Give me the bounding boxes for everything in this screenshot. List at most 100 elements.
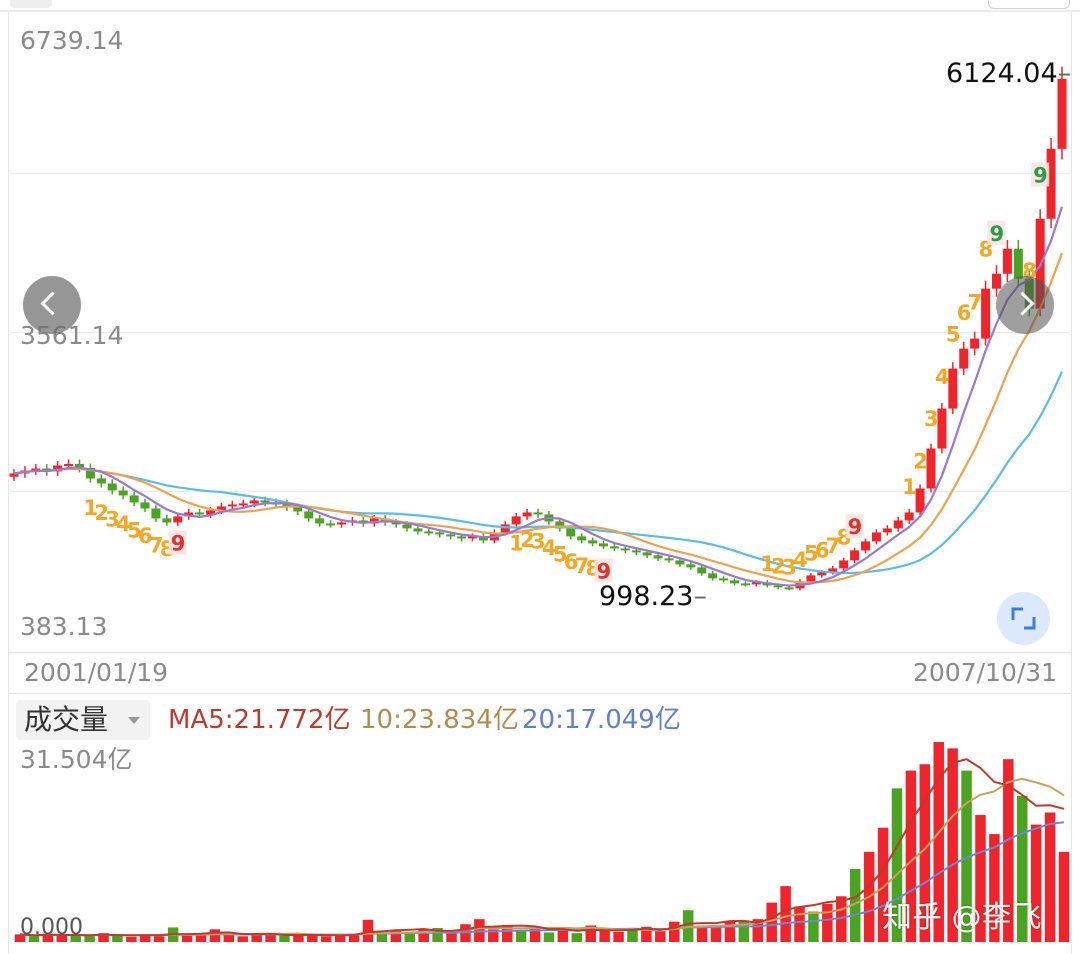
candlestick (478, 533, 488, 544)
candle-body (653, 555, 663, 559)
candlestick (730, 578, 739, 586)
td-count-label: 2 (94, 501, 109, 525)
candle-body (806, 575, 816, 582)
volume-bar (557, 929, 569, 942)
volume-zero-label: 0.000 (20, 915, 83, 940)
td-count-label: 4 (793, 548, 808, 572)
td-count-label: 5 (127, 518, 142, 542)
volume-bar (362, 919, 374, 942)
candle-body (915, 488, 925, 513)
td-count-label: 2 (913, 449, 928, 473)
candle-body (173, 516, 183, 523)
candle-body (151, 508, 161, 519)
high-price-marker: 6124.04– (946, 58, 1072, 89)
td-count-label: 5 (946, 322, 961, 346)
candlestick (948, 362, 958, 415)
candlestick (839, 557, 849, 571)
td-nine-badge (987, 220, 1006, 245)
candle-body (424, 531, 434, 534)
volume-bar (251, 935, 262, 942)
candle-body (599, 543, 608, 547)
volume-bar (390, 930, 402, 942)
candlestick (675, 557, 685, 567)
candle-body (53, 465, 63, 472)
indicator-selector[interactable]: 成交量 (16, 700, 150, 740)
candlestick (609, 543, 619, 552)
td-count-label: 3 (531, 530, 546, 554)
candle-body (631, 550, 641, 553)
candlestick (970, 331, 980, 356)
candle-body (140, 502, 150, 509)
expand-button[interactable] (997, 592, 1050, 645)
candle-body (620, 548, 630, 551)
candlestick (424, 528, 434, 536)
volume-bar (710, 926, 722, 942)
candle-body (337, 522, 346, 525)
volume-bar (738, 920, 750, 942)
candle-body (500, 524, 510, 533)
candle-body (686, 564, 696, 568)
top-right-tab[interactable] (988, 0, 1070, 9)
candlestick (740, 581, 750, 587)
volume-bar (641, 926, 652, 942)
candle-body (839, 560, 849, 569)
candle-body (457, 536, 467, 539)
candlestick (162, 515, 172, 526)
candle-body (1046, 148, 1056, 219)
candlestick (664, 555, 674, 563)
volume-bar (293, 934, 304, 942)
td-count-label: 9 (990, 222, 1005, 246)
candle-body (577, 536, 587, 541)
volume-bar (320, 936, 332, 942)
top-left-tab[interactable] (10, 0, 52, 8)
candlestick (533, 508, 543, 518)
volume-bar (223, 934, 235, 942)
volume-bar (668, 921, 680, 942)
low-price-marker: 998.23– (599, 581, 707, 612)
td-count-label: 7 (575, 554, 590, 578)
candle-body (391, 522, 401, 525)
volume-bar (70, 935, 81, 942)
volume-bar (140, 934, 151, 942)
volume-bar (279, 935, 290, 942)
candle-body (184, 512, 194, 517)
volume-bar (947, 748, 958, 942)
candlestick (926, 443, 936, 493)
start-date-label: 2001/01/19 (24, 658, 169, 687)
td-count-label: 6 (957, 301, 972, 325)
candle-body (75, 463, 84, 468)
volume-bar (529, 928, 541, 942)
td-count-label: 5 (553, 543, 568, 567)
candle-body (981, 288, 991, 339)
volume-bar (432, 928, 443, 942)
candle-body (446, 534, 456, 537)
volume-bar (153, 936, 165, 942)
td-count-label: 3 (924, 407, 939, 431)
next-button[interactable] (996, 276, 1054, 334)
candlestick (140, 498, 150, 513)
candle-body (64, 463, 74, 466)
candlestick (904, 508, 914, 524)
candlestick (315, 515, 325, 527)
volume-bar (613, 931, 624, 942)
candle-body (326, 523, 336, 526)
volume-bar (655, 931, 666, 942)
volume-bar (877, 827, 889, 942)
volume-bar (599, 930, 610, 942)
candle-body (478, 536, 488, 541)
candle-body (697, 567, 707, 574)
top-divider (0, 10, 1080, 12)
candlestick (184, 508, 194, 520)
td-count-label: 5 (804, 542, 819, 566)
candle-body (31, 468, 41, 471)
volume-bar (126, 936, 137, 942)
candle-body (566, 528, 576, 537)
previous-button[interactable] (23, 276, 81, 334)
candlestick (861, 538, 870, 554)
candle-body (850, 550, 860, 561)
candlestick (686, 561, 696, 570)
candle-body (937, 408, 947, 449)
candle-body (675, 560, 685, 565)
